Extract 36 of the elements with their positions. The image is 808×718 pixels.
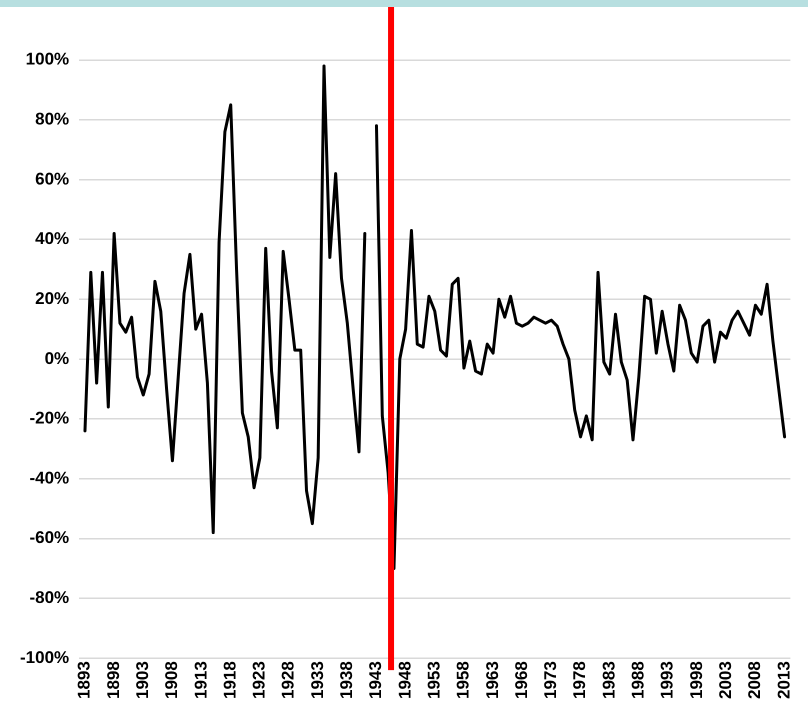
x-tick-label: 1943 bbox=[366, 661, 386, 700]
y-tick-label: -80% bbox=[29, 588, 70, 608]
x-tick-label: 1918 bbox=[220, 661, 240, 700]
x-tick-label: 1933 bbox=[308, 661, 327, 700]
y-tick-label: -100% bbox=[20, 648, 70, 667]
y-tick-label: 60% bbox=[35, 169, 70, 188]
y-tick-label: -40% bbox=[29, 468, 70, 488]
x-tick-label: 1973 bbox=[541, 661, 560, 700]
x-tick-label: 1983 bbox=[599, 661, 618, 700]
x-tick-label: 1928 bbox=[278, 661, 298, 700]
y-tick-label: -60% bbox=[29, 528, 70, 548]
y-tick-label: 0% bbox=[44, 348, 70, 368]
x-tick-label: 1913 bbox=[191, 661, 210, 700]
x-tick-label: 1998 bbox=[686, 661, 706, 700]
x-tick-label: 1893 bbox=[74, 661, 94, 700]
x-tick-label: 1988 bbox=[628, 661, 648, 700]
x-tick-label: 1938 bbox=[337, 661, 356, 700]
x-tick-label: 2013 bbox=[774, 661, 794, 700]
x-tick-label: 1898 bbox=[104, 661, 123, 700]
x-tick-label: 1963 bbox=[482, 661, 502, 700]
x-tick-label: 1993 bbox=[658, 661, 677, 700]
x-tick-label: 1948 bbox=[395, 661, 414, 700]
x-tick-label: 2008 bbox=[745, 661, 764, 700]
y-tick-label: -20% bbox=[29, 408, 70, 428]
x-tick-label: 1953 bbox=[424, 661, 444, 700]
y-tick-label: 20% bbox=[35, 288, 70, 308]
x-tick-label: 1958 bbox=[454, 661, 473, 700]
y-tick-label: 100% bbox=[26, 50, 70, 69]
y-tick-label: 40% bbox=[35, 229, 70, 248]
y-tick-label: 80% bbox=[35, 110, 70, 129]
x-tick-label: 1923 bbox=[250, 661, 269, 700]
x-tick-label: 1908 bbox=[162, 661, 182, 700]
x-tick-label: 2003 bbox=[716, 661, 735, 700]
x-tick-label: 1968 bbox=[512, 661, 531, 700]
x-tick-label: 1978 bbox=[570, 661, 590, 700]
x-tick-label: 1903 bbox=[132, 661, 152, 700]
